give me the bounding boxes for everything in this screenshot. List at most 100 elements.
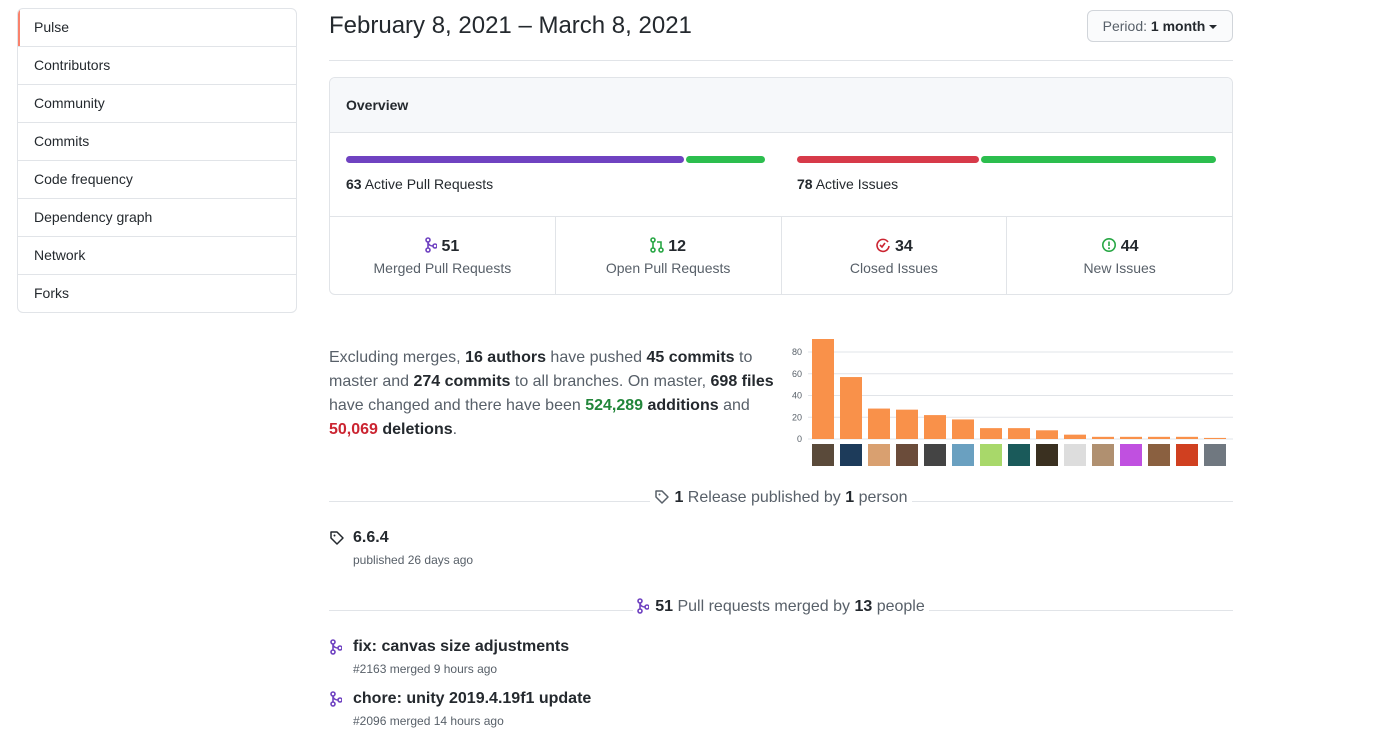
text-segment: 51 bbox=[655, 598, 674, 615]
avatar[interactable] bbox=[896, 444, 918, 466]
stat-count: 12 bbox=[668, 238, 687, 255]
pr-meta: #2096 merged 14 hours ago bbox=[353, 714, 504, 728]
merged-icon bbox=[330, 691, 342, 707]
sidebar-item[interactable]: Dependency graph bbox=[18, 198, 296, 236]
stat-label: Merged Pull Requests bbox=[373, 260, 512, 276]
text-segment: to master and bbox=[329, 349, 753, 390]
period-button[interactable]: Period: 1 month bbox=[1087, 10, 1233, 42]
pr-heading: 51 Pull requests merged by 13 people bbox=[329, 598, 1233, 616]
text-segment: people bbox=[872, 598, 925, 615]
issue-count: 78 bbox=[797, 176, 813, 192]
period-title: February 8, 2021 – March 8, 2021 bbox=[329, 12, 692, 39]
merged-icon bbox=[637, 598, 651, 614]
text-segment: Release published by bbox=[683, 489, 846, 506]
avatar[interactable] bbox=[1008, 444, 1030, 466]
bar-segment bbox=[797, 156, 979, 163]
pr-bar bbox=[346, 156, 765, 163]
avatar[interactable] bbox=[812, 444, 834, 466]
pr-summary: 63 Active Pull Requests bbox=[346, 176, 493, 192]
open-pr-icon bbox=[650, 237, 665, 253]
avatar[interactable] bbox=[1204, 444, 1226, 466]
pr-label: Active Pull Requests bbox=[364, 176, 494, 192]
avatar[interactable] bbox=[868, 444, 890, 466]
stat[interactable]: 34 Closed Issues bbox=[780, 217, 1007, 294]
avatar[interactable] bbox=[980, 444, 1002, 466]
stat[interactable]: 51 Merged Pull Requests bbox=[330, 217, 555, 294]
bar bbox=[1092, 436, 1114, 439]
bar-segment bbox=[346, 156, 684, 163]
text-segment: additions bbox=[643, 397, 719, 414]
bar-segment bbox=[980, 156, 1216, 163]
sidebar-item[interactable]: Contributors bbox=[18, 46, 296, 84]
text-segment: 45 commits bbox=[646, 349, 735, 366]
merged-icon bbox=[425, 237, 439, 253]
text-segment: to all branches. On master, bbox=[510, 373, 711, 390]
avatar[interactable] bbox=[1176, 444, 1198, 466]
avatar[interactable] bbox=[840, 444, 862, 466]
y-tick-label: 60 bbox=[792, 369, 802, 379]
sidebar: Pulse Contributors Community Commits Code fr… bbox=[17, 8, 297, 313]
period-value: 1 month bbox=[1150, 18, 1206, 34]
avatar[interactable] bbox=[924, 444, 946, 466]
pr-title[interactable]: chore: unity 2019.4.19f1 update bbox=[353, 690, 592, 707]
new-issue-icon bbox=[1101, 238, 1116, 252]
bar bbox=[1036, 430, 1058, 439]
text-segment: 1 bbox=[674, 489, 684, 506]
stats-row: 51 Merged Pull Requests 12 Open Pull Req… bbox=[330, 216, 1232, 294]
pr-title[interactable]: fix: canvas size adjustments bbox=[353, 638, 570, 655]
avatar[interactable] bbox=[1092, 444, 1114, 466]
text-segment: 50,069 bbox=[329, 421, 378, 438]
bar bbox=[896, 409, 918, 439]
text-segment: 524,289 bbox=[585, 397, 644, 414]
sidebar-item[interactable]: Network bbox=[18, 236, 296, 274]
period-label: Period: bbox=[1102, 18, 1147, 34]
avatar[interactable] bbox=[1036, 444, 1058, 466]
y-tick-label: 80 bbox=[792, 347, 802, 357]
bar bbox=[868, 408, 890, 439]
closed-issue-icon bbox=[876, 238, 890, 253]
commit-summary: Excluding merges, 16 authors have pushed… bbox=[329, 346, 774, 442]
bar bbox=[812, 339, 834, 439]
release-name[interactable]: 6.6.4 bbox=[353, 529, 389, 546]
y-tick-label: 20 bbox=[792, 412, 802, 422]
sidebar-item[interactable]: Code frequency bbox=[18, 160, 296, 198]
stat-label: Closed Issues bbox=[849, 260, 938, 276]
release-meta: published 26 days ago bbox=[353, 553, 474, 567]
text-segment: 1 bbox=[845, 489, 855, 506]
bar bbox=[1008, 428, 1030, 439]
text-segment: 16 authors bbox=[465, 349, 546, 366]
sidebar-item[interactable]: Forks bbox=[18, 274, 296, 312]
stat[interactable]: 44 New Issues bbox=[1006, 217, 1232, 294]
overview-title: Overview bbox=[330, 78, 1232, 133]
text-segment: 13 bbox=[854, 598, 873, 615]
bar bbox=[1064, 434, 1086, 439]
stat-label: Open Pull Requests bbox=[605, 260, 731, 276]
stat-count: 51 bbox=[441, 238, 460, 255]
stat[interactable]: 12 Open Pull Requests bbox=[554, 217, 781, 294]
text-segment: Pull requests merged by bbox=[673, 598, 855, 615]
bar bbox=[840, 377, 862, 439]
avatar[interactable] bbox=[1064, 444, 1086, 466]
avatar[interactable] bbox=[952, 444, 974, 466]
text-segment: have pushed bbox=[545, 349, 647, 366]
y-tick-label: 40 bbox=[792, 391, 802, 401]
text-segment: deletions bbox=[377, 421, 453, 438]
bar bbox=[980, 428, 1002, 439]
divider bbox=[329, 60, 1233, 61]
sidebar-item[interactable]: Pulse bbox=[18, 9, 296, 46]
sidebar-item[interactable]: Commits bbox=[18, 122, 296, 160]
avatar[interactable] bbox=[1148, 444, 1170, 466]
bar bbox=[1204, 437, 1226, 439]
issue-label: Active Issues bbox=[815, 176, 899, 192]
pr-count: 63 bbox=[346, 176, 362, 192]
commits-chart: 0 20 40 60 80 bbox=[792, 339, 1233, 466]
sidebar-item[interactable]: Community bbox=[18, 84, 296, 122]
stat-count: 44 bbox=[1120, 238, 1139, 255]
merged-icon bbox=[330, 639, 342, 655]
avatar[interactable] bbox=[1120, 444, 1142, 466]
text-segment: 698 files bbox=[710, 373, 774, 390]
tag-icon bbox=[330, 531, 344, 545]
bar bbox=[1176, 436, 1198, 439]
release-heading: 1 Release published by 1 person bbox=[329, 489, 1233, 507]
